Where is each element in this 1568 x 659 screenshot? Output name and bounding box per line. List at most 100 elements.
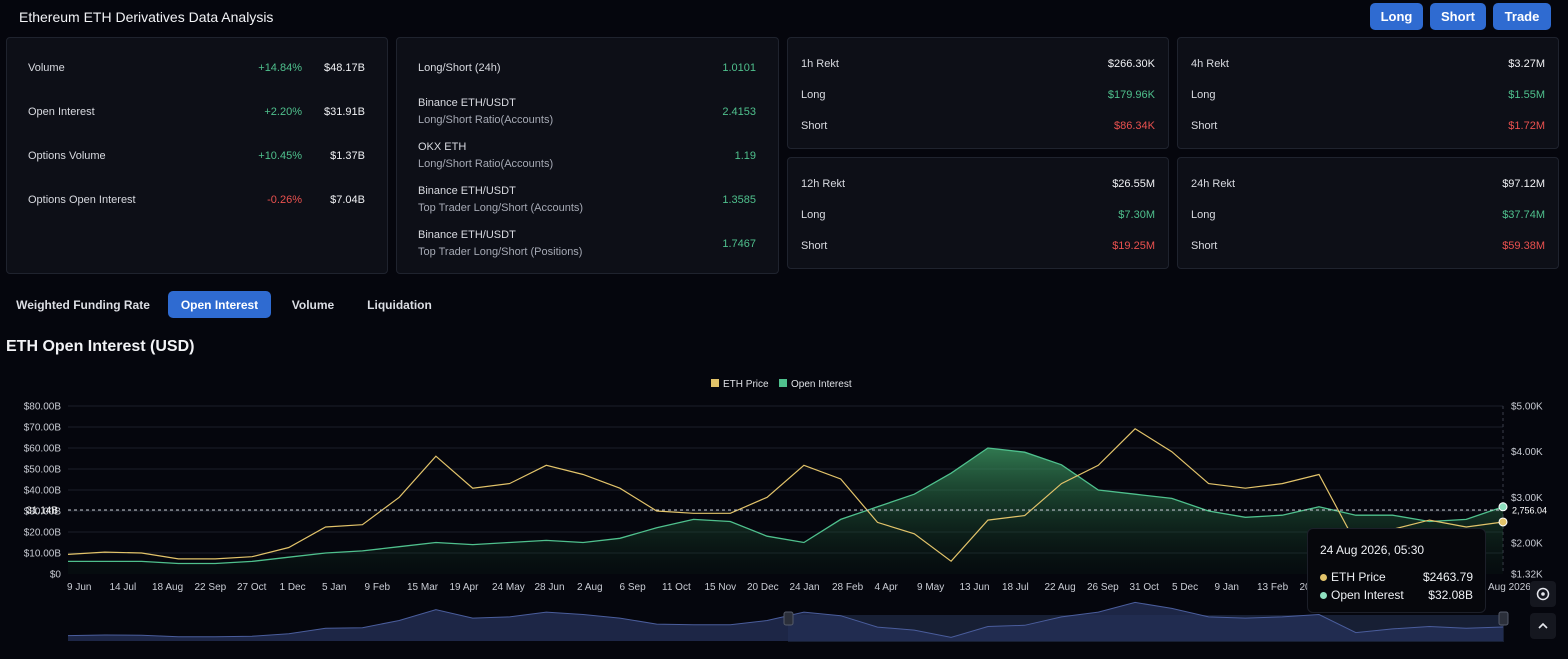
oi-dot-icon (1320, 592, 1327, 600)
rekt-long: $7.30M (1118, 209, 1155, 221)
right-axis-tick: $3.00K (1511, 493, 1543, 504)
ls-value: 1.19 (734, 150, 756, 162)
rekt-long-label: Long (1191, 89, 1216, 101)
stat-change: +10.45% (258, 150, 302, 162)
x-axis-tick: 13 Feb (1257, 582, 1289, 593)
stat-label: Volume (28, 62, 65, 74)
chevron-up-icon (1538, 622, 1548, 629)
ls-title: OKX ETH (418, 141, 467, 153)
right-axis-tick: $4.00K (1511, 447, 1543, 458)
ls-value: 1.7467 (722, 238, 756, 250)
stat-change: +2.20% (264, 106, 302, 118)
ls-subtitle: Long/Short Ratio(Accounts) (418, 158, 554, 170)
ls-title: Long/Short (24h) (418, 62, 501, 74)
rekt-short: $1.72M (1508, 120, 1545, 132)
x-axis-tick: 20 Dec (747, 582, 779, 593)
navigator-handle-left (783, 611, 794, 626)
left-axis-tick: $30.00B (24, 507, 62, 518)
stat-label: Open Interest (28, 106, 95, 118)
stat-value: $48.17B (324, 62, 365, 74)
ls-title: Binance ETH/USDT (418, 97, 516, 109)
crosshair-left-label: 31.14B (26, 506, 58, 517)
long-button[interactable]: Long (1370, 3, 1423, 30)
x-axis-tick: 28 Jun (535, 582, 565, 593)
ls-title: Binance ETH/USDT (418, 185, 516, 197)
eth-dot-icon (1320, 574, 1327, 582)
chart-title: ETH Open Interest (USD) (6, 338, 195, 355)
rekt-card-12h: 12h Rekt $26.55M Long $7.30M Short $19.25M (787, 157, 1169, 269)
x-axis-tick: 24 Jan (790, 582, 820, 593)
legend-label: Open Interest (791, 379, 852, 390)
open-interest-line (68, 447, 1504, 565)
tab-volume[interactable]: Volume (291, 297, 335, 312)
left-axis-tick: $50.00B (24, 465, 62, 476)
crosshair-right-label: 2,756.04 (1512, 506, 1547, 516)
rekt-long-label: Long (801, 89, 826, 101)
left-axis-tick: $20.00B (24, 528, 62, 539)
tab-weighted-funding-rate[interactable]: Weighted Funding Rate (16, 297, 150, 312)
stat-change: +14.84% (258, 62, 302, 74)
tooltip-eth-row: ETH Price $2463.79 (1320, 570, 1473, 584)
tab-liquidation[interactable]: Liquidation (367, 297, 432, 312)
ls-value: 1.3585 (722, 194, 756, 206)
rekt-long-label: Long (1191, 209, 1216, 221)
settings-button[interactable] (1530, 581, 1556, 607)
ls-value: 1.0101 (722, 62, 756, 74)
ls-value: 2.4153 (722, 106, 756, 118)
tooltip-eth-label: ETH Price (1331, 570, 1386, 584)
stat-value: $7.04B (330, 194, 365, 206)
x-axis-tick: 15 Nov (705, 582, 737, 593)
rekt-total: $266.30K (1107, 58, 1155, 70)
x-axis-tick: 22 Aug (1045, 582, 1076, 593)
right-axis-tick: $2.00K (1511, 538, 1543, 549)
left-axis-tick: $10.00B (24, 549, 62, 560)
long-short-card: Long/Short (24h) 1.0101 Binance ETH/USDT… (396, 37, 779, 274)
open-interest-chart[interactable]: ETH Price Open Interest $0 $10.00B $20.00B $3… (0, 360, 1568, 659)
ls-subtitle: Long/Short Ratio(Accounts) (418, 114, 554, 126)
eth-end-point (1498, 517, 1508, 527)
rekt-title: 12h Rekt (801, 178, 846, 190)
rekt-total: $3.27M (1508, 58, 1545, 70)
scroll-top-button[interactable] (1530, 613, 1556, 639)
ls-subtitle: Top Trader Long/Short (Accounts) (418, 202, 584, 214)
left-axis-tick: $60.00B (24, 444, 62, 455)
rekt-short-label: Short (801, 240, 828, 252)
x-axis-tick: 9 Jun (67, 582, 91, 593)
rekt-title: 24h Rekt (1191, 178, 1236, 190)
x-axis-tick: 24 May (492, 582, 525, 593)
rekt-short-label: Short (801, 120, 828, 132)
ls-subtitle: Top Trader Long/Short (Positions) (418, 246, 583, 258)
rekt-card-24h: 24h Rekt $97.12M Long $37.74M Short $59.38M (1177, 157, 1559, 269)
rekt-title: 1h Rekt (801, 58, 839, 70)
legend-swatch (711, 379, 719, 387)
navigator-handle-right (1498, 611, 1509, 626)
stat-change: -0.26% (267, 194, 302, 206)
tab-open-interest[interactable]: Open Interest (168, 291, 271, 318)
x-axis-tick: 9 Feb (365, 582, 391, 593)
gear-icon (1536, 587, 1550, 601)
right-axis-tick: $1.32K (1511, 570, 1543, 581)
short-button[interactable]: Short (1430, 3, 1486, 30)
stat-value: $31.91B (324, 106, 365, 118)
x-axis-tick: 9 Jan (1215, 582, 1239, 593)
x-axis-tick: 26 Sep (1087, 582, 1119, 593)
x-axis-tick: 5 Jan (322, 582, 346, 593)
stat-label: Options Volume (28, 150, 106, 162)
x-axis-tick: 18 Jul (1002, 582, 1029, 593)
x-axis-tick: 19 Apr (450, 582, 480, 593)
x-axis-tick: 9 May (917, 582, 944, 593)
rekt-total: $97.12M (1502, 178, 1545, 190)
legend-label: ETH Price (723, 379, 769, 390)
chart-tooltip: 24 Aug 2026, 05:30 ETH Price $2463.79 Op… (1307, 528, 1486, 613)
x-axis-tick: 14 Jul (110, 582, 137, 593)
tooltip-oi-row: Open Interest $32.08B (1320, 588, 1473, 602)
left-axis-tick: $70.00B (24, 423, 62, 434)
rekt-long: $179.96K (1107, 89, 1155, 101)
eth-price-line (67, 428, 1504, 563)
rekt-short: $19.25M (1112, 240, 1155, 252)
x-axis-tick: 11 Oct (662, 582, 691, 593)
x-axis-tick: 5 Dec (1172, 582, 1198, 593)
trade-button[interactable]: Trade (1493, 3, 1551, 30)
tooltip-date: 24 Aug 2026, 05:30 (1320, 543, 1425, 557)
rekt-card-4h: 4h Rekt $3.27M Long $1.55M Short $1.72M (1177, 37, 1559, 149)
